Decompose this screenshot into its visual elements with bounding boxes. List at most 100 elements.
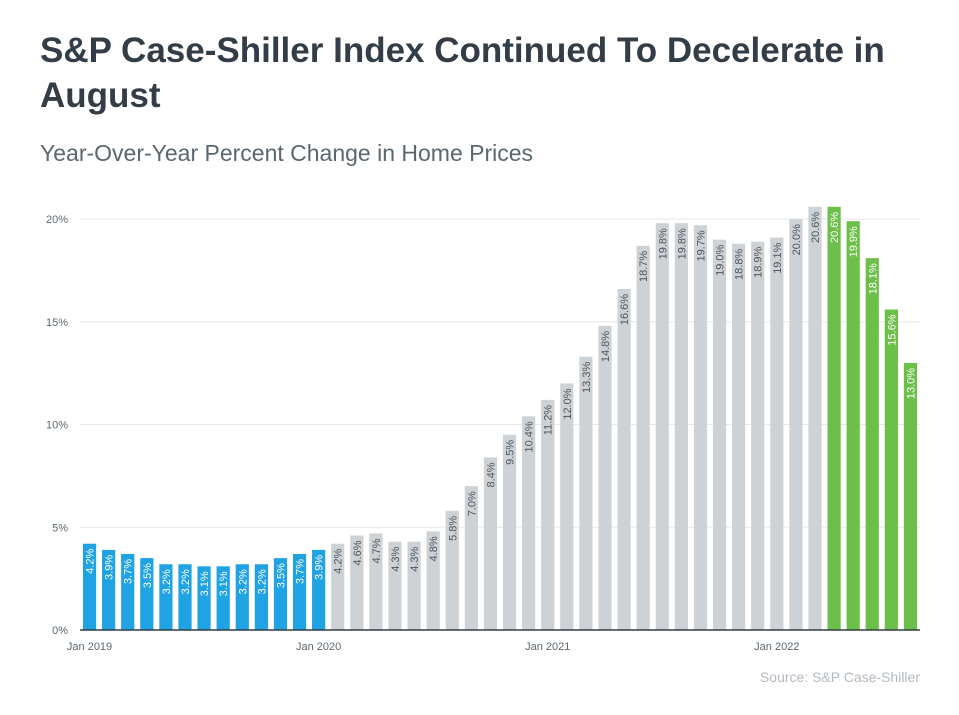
bar [292,553,307,630]
bar [273,558,288,630]
x-tick-label: Jan 2022 [754,641,799,653]
bar [827,206,841,631]
bar-value-label: 15.6% [886,314,898,345]
bar [407,541,421,630]
bar [808,206,822,631]
bar [464,486,478,630]
bar-value-label: 3.2% [237,569,249,594]
bar-value-label: 13.3% [581,362,593,393]
bar-value-label: 18.7% [638,251,650,282]
bar-value-label: 3.5% [275,563,287,588]
chart-subtitle: Year-Over-Year Percent Change in Home Pr… [40,140,534,166]
bar-value-label: 9.5% [505,440,517,465]
bar [751,241,765,630]
bar [655,223,669,630]
y-tick-label: 15% [46,317,68,329]
bar-value-labels: 4.2% 3.9% 3.7% 3.5% 3.2% 3.2% 3.1% 3.1% 3.2% 3.2%… [85,212,918,597]
bar [598,325,612,630]
y-tick-label: 0% [52,625,68,637]
axes: 0% 5% 10% 15% 20% Jan 2019 Jan 2020 Jan 2021 Jan… [46,214,920,653]
bar [483,457,498,630]
bar-value-label: 3.5% [142,563,154,588]
bar [903,362,918,630]
bar-value-label: 4.3% [409,546,421,571]
bar-value-label: 3.2% [256,569,268,594]
bar [502,434,517,630]
bar-value-label: 20.6% [810,212,822,243]
bar-value-label: 20.6% [829,212,841,243]
bar [121,553,135,630]
bar-value-label: 11.2% [543,405,555,436]
bar [541,399,555,630]
x-tick-label: Jan 2020 [296,641,341,653]
bar [331,543,345,630]
bar [369,533,383,630]
bar [770,237,784,631]
bar-value-label: 3.2% [180,569,192,594]
bar-value-label: 8.4% [485,462,497,487]
bar [159,564,173,630]
bar [350,535,364,630]
bar-value-label: 3.9% [104,555,116,580]
bar-value-label: 18.1% [867,263,879,294]
y-tick-label: 5% [52,522,68,534]
bar-value-label: 4.6% [352,540,364,565]
bar-value-label: 4.8% [428,536,440,561]
x-tick-label: Jan 2019 [67,641,112,653]
bar [617,288,631,630]
bar-value-label: 19.1% [772,242,784,273]
x-tick-label: Jan 2021 [525,641,570,653]
bar-value-label: 4.3% [390,546,402,571]
bar-value-label: 16.6% [619,294,631,325]
bar-value-label: 14.8% [600,331,612,362]
bar [846,221,860,630]
bar-value-label: 10.4% [524,421,536,452]
bar-value-label: 4.7% [371,538,383,563]
bar [216,566,230,630]
bar [178,564,192,630]
y-tick-label: 20% [46,214,68,226]
bar-value-label: 7.0% [466,491,478,516]
bar-value-label: 18.8% [734,249,746,280]
bars [82,206,918,631]
bar-value-label: 3.7% [295,559,307,584]
source-note: Source: S&P Case-Shiller [759,669,920,685]
bar [693,225,708,630]
bar [102,549,116,630]
bar [388,541,402,630]
bar [579,356,593,630]
chart-title: S&P Case-Shiller Index Continued To Dece… [40,31,885,115]
y-tick-label: 10% [46,420,68,432]
bar-value-label: 5.8% [447,516,459,541]
bar [197,566,211,630]
bar [789,219,803,630]
bar [426,531,440,630]
bar-value-label: 3.7% [123,559,135,584]
bar-value-label: 4.2% [85,548,97,573]
bar-value-label: 3.1% [199,571,211,596]
bar-value-label: 19.8% [676,228,688,259]
bar-value-label: 4.2% [333,548,345,573]
bar [82,543,97,630]
bar [445,510,459,630]
bar-value-label: 18.9% [753,247,765,278]
bar [235,564,249,630]
bar [732,243,746,630]
bar [636,245,650,630]
bar-value-label: 19.8% [657,228,669,259]
bar [884,309,898,630]
bar-value-label: 13.0% [905,368,917,399]
bar [712,239,727,630]
bar-value-label: 3.1% [218,571,230,596]
bar-value-label: 3.9% [314,555,326,580]
bar-value-label: 3.2% [161,569,173,594]
bar [254,564,268,630]
bar [865,258,879,630]
bar [522,416,536,630]
bar-value-label: 20.0% [791,224,803,255]
bar-value-label: 12.0% [562,388,574,419]
bar-value-label: 19.9% [848,226,860,257]
bar [560,383,574,630]
bar [312,549,326,630]
